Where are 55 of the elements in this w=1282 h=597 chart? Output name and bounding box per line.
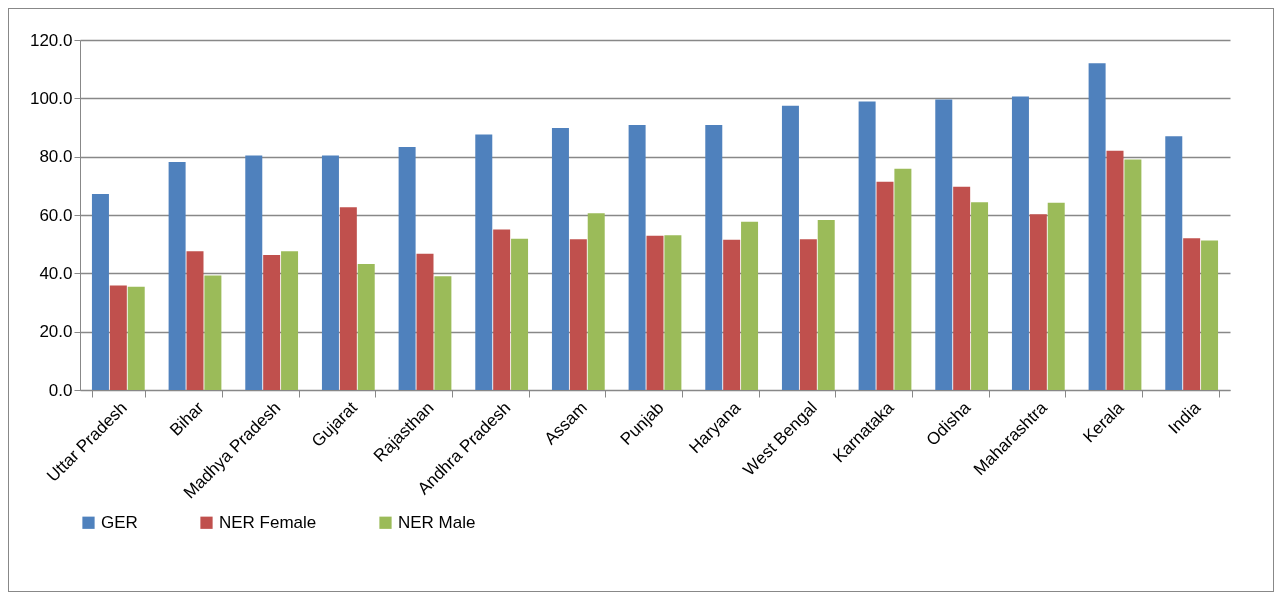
- bar: [416, 253, 434, 390]
- bar: [646, 235, 664, 390]
- bar: [434, 276, 452, 390]
- bar: [781, 105, 799, 390]
- bar: [321, 155, 339, 390]
- bar: [971, 202, 989, 390]
- y-tick-label: 100.0: [29, 88, 73, 108]
- bar: [1029, 214, 1047, 390]
- bar: [493, 229, 511, 390]
- bar: [1088, 63, 1106, 390]
- bar: [245, 155, 263, 390]
- bar: [894, 168, 912, 390]
- y-tick-label: 20.0: [39, 322, 73, 342]
- bar: [817, 219, 835, 390]
- y-tick-label: 60.0: [39, 205, 73, 225]
- bar: [281, 251, 299, 390]
- bar: [741, 221, 759, 390]
- bar: [186, 251, 204, 390]
- bar: [1165, 136, 1183, 390]
- legend-label: NER Male: [398, 512, 476, 532]
- bar: [569, 239, 587, 390]
- bar: [664, 235, 682, 390]
- bar: [551, 128, 569, 390]
- bar: [1201, 240, 1219, 390]
- bar: [1106, 150, 1124, 390]
- bar: [475, 134, 493, 390]
- bar: [263, 254, 281, 390]
- bar: [1011, 96, 1029, 390]
- bar: [723, 239, 741, 390]
- bar: [109, 285, 127, 390]
- bar: [1047, 202, 1065, 390]
- bar: [876, 181, 894, 390]
- bar: [1124, 159, 1142, 390]
- y-tick-label: 80.0: [39, 147, 73, 167]
- bar: [587, 213, 605, 390]
- legend-label: GER: [101, 512, 138, 532]
- legend-label: NER Female: [219, 512, 317, 532]
- y-tick-label: 40.0: [39, 263, 73, 283]
- bar: [935, 99, 953, 390]
- bar: [511, 238, 529, 390]
- bar: [168, 161, 186, 390]
- bar: [339, 207, 357, 390]
- y-tick-label: 120.0: [29, 30, 73, 50]
- bar: [953, 186, 971, 390]
- bar: [357, 264, 375, 390]
- bar: [628, 124, 646, 390]
- bar: [705, 124, 723, 390]
- bar: [398, 147, 416, 390]
- bar: [204, 275, 222, 390]
- bar: [91, 194, 109, 390]
- bar: [858, 101, 876, 390]
- bar: [1183, 238, 1201, 390]
- bar: [799, 239, 817, 390]
- y-tick-label: 0.0: [48, 380, 73, 400]
- bar: [127, 286, 145, 390]
